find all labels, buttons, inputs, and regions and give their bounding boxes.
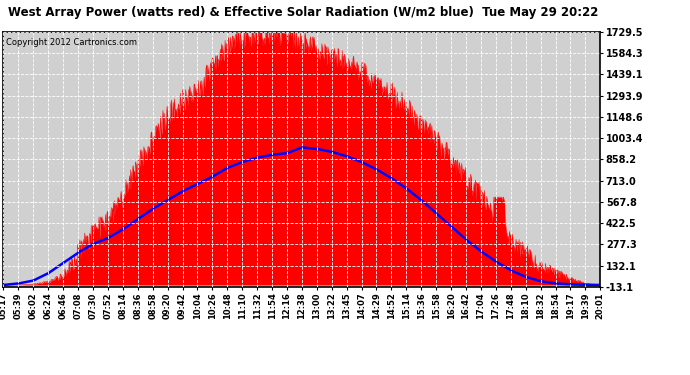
- Text: Copyright 2012 Cartronics.com: Copyright 2012 Cartronics.com: [6, 38, 137, 47]
- Text: West Array Power (watts red) & Effective Solar Radiation (W/m2 blue)  Tue May 29: West Array Power (watts red) & Effective…: [8, 6, 599, 19]
